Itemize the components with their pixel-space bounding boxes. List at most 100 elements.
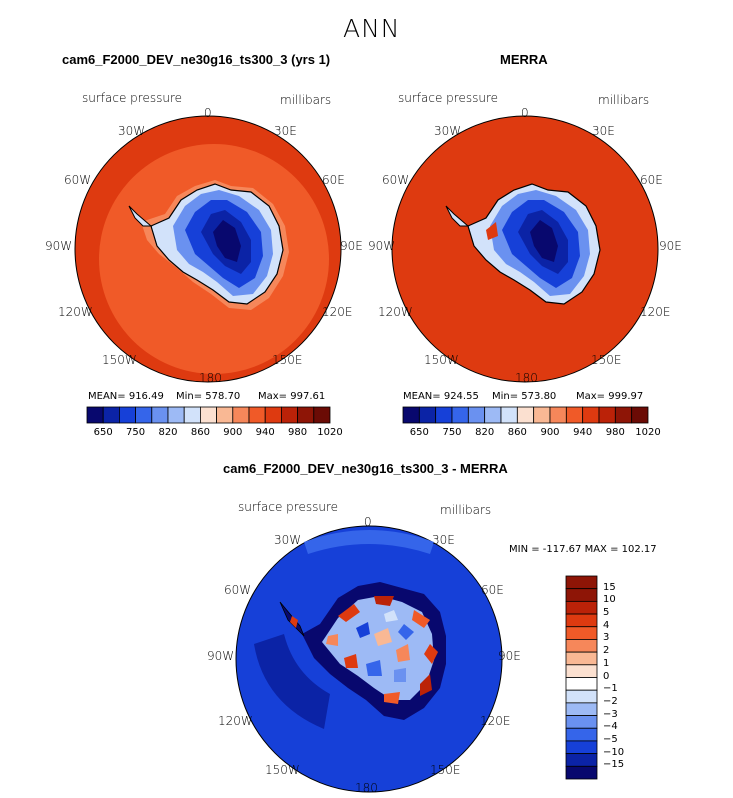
- panel3-diff-patches: [326, 596, 438, 704]
- colorbar-tick-label: 4: [603, 619, 610, 631]
- panel2-lon-150W: 150W: [424, 353, 459, 367]
- colorbar-tick-label: 900: [540, 427, 560, 438]
- panel1-max: Max= 997.61: [258, 391, 326, 402]
- panel1-lon-90W: 90W: [45, 239, 73, 253]
- panel2-lon-60E: 60E: [640, 173, 663, 187]
- panel2-map: [391, 115, 659, 383]
- panel1-lon-180: 180: [199, 371, 222, 385]
- colorbar-tick-label: 1: [603, 657, 610, 669]
- panel1-peninsula: [128, 205, 153, 227]
- panel3-peninsula-patch: [290, 616, 298, 628]
- colorbar-swatch: [565, 677, 598, 691]
- colorbar-swatch: [565, 715, 598, 729]
- panel1-region-core: [213, 220, 241, 262]
- panel3-variable-label: surface pressure: [238, 500, 338, 514]
- page-title: ANN: [343, 14, 401, 43]
- panel3-units-label: millibars: [440, 503, 492, 517]
- colorbar-swatch: [402, 406, 420, 424]
- panel3-map: [235, 525, 503, 793]
- panel1-min: Min= 578.70: [176, 391, 241, 402]
- colorbar-tick-label: 650: [409, 427, 429, 438]
- panel1-lon-30W: 30W: [118, 124, 146, 138]
- panel2-variable-label: surface pressure: [398, 91, 498, 105]
- panel1-lon-120E: 120E: [322, 305, 353, 319]
- panel3-lon-150E: 150E: [430, 763, 461, 777]
- colorbar-tick-label: 2: [603, 645, 610, 657]
- panel2-units-label: millibars: [598, 93, 650, 107]
- colorbar-tick-label: 860: [190, 427, 210, 438]
- panel2-max: Max= 999.97: [576, 391, 644, 402]
- colorbar-swatch: [565, 600, 598, 615]
- panel2-title: MERRA: [500, 52, 548, 67]
- colorbar-swatch: [631, 406, 649, 424]
- colorbar-tick-label: −4: [603, 721, 618, 733]
- panel2-lon-30W: 30W: [434, 124, 462, 138]
- colorbar-tick-label: 900: [223, 427, 243, 438]
- panel3-lon-60W: 60W: [224, 583, 252, 597]
- panel2-ross-shelf: [486, 222, 498, 240]
- panel2-colorbar: [402, 406, 649, 424]
- colorbar-swatch: [451, 406, 469, 424]
- panel2-mean: MEAN= 924.55: [403, 391, 479, 402]
- colorbar-tick-label: 980: [605, 427, 625, 438]
- panel2-lon-120E: 120E: [640, 305, 671, 319]
- colorbar-swatch: [216, 406, 234, 424]
- panel3-lon-60E: 60E: [481, 583, 504, 597]
- colorbar-tick-label: 860: [507, 427, 527, 438]
- colorbar-tick-label: 750: [442, 427, 462, 438]
- colorbar-swatch: [565, 702, 598, 716]
- colorbar-tick-label: 750: [126, 427, 146, 438]
- colorbar-swatch: [565, 406, 584, 424]
- colorbar-swatch: [582, 406, 600, 424]
- panel1-lon-150E: 150E: [272, 353, 303, 367]
- colorbar-tick-label: 820: [475, 427, 495, 438]
- colorbar-swatch: [565, 664, 598, 678]
- colorbar-tick-label: 980: [288, 427, 308, 438]
- panel1-lon-90E: 90E: [340, 239, 363, 253]
- colorbar-swatch: [297, 406, 315, 424]
- panel1-colorbar: [86, 406, 331, 424]
- colorbar-swatch: [549, 406, 567, 424]
- colorbar-swatch: [565, 626, 598, 640]
- colorbar-swatch: [232, 406, 250, 424]
- colorbar-swatch: [119, 406, 137, 424]
- panel1-lon-120W: 120W: [58, 305, 93, 319]
- colorbar-swatch: [565, 639, 598, 653]
- panel1-lon-0: 0: [204, 106, 212, 120]
- colorbar-tick-label: 3: [603, 632, 610, 644]
- colorbar-swatch: [565, 588, 598, 602]
- colorbar-swatch: [435, 406, 453, 424]
- colorbar-tick-label: −10: [603, 746, 625, 758]
- colorbar-swatch: [598, 406, 616, 424]
- panel2-lon-90W: 90W: [368, 239, 396, 253]
- panel3-lon-30E: 30E: [432, 533, 455, 547]
- colorbar-swatch: [500, 406, 518, 424]
- colorbar-swatch: [151, 406, 169, 424]
- panel1-mean: MEAN= 916.49: [88, 391, 164, 402]
- colorbar-swatch: [614, 406, 633, 424]
- colorbar-swatch: [565, 689, 598, 704]
- colorbar-tick-label: −1: [603, 683, 618, 695]
- panel3-ocean-light-band: [304, 530, 434, 554]
- colorbar-tick-label: −2: [603, 695, 618, 707]
- panel1-map: [74, 115, 342, 383]
- panel2-region-core: [530, 220, 558, 262]
- colorbar-tick-label: 820: [158, 427, 178, 438]
- colorbar-tick-label: 1020: [317, 427, 343, 438]
- colorbar-swatch: [280, 406, 298, 424]
- colorbar-tick-label: 1020: [635, 427, 661, 438]
- panel2-lon-30E: 30E: [592, 124, 615, 138]
- panel3-lon-90W: 90W: [207, 649, 235, 663]
- colorbar-swatch: [313, 406, 331, 424]
- colorbar-swatch: [565, 740, 598, 755]
- colorbar-swatch: [484, 406, 502, 424]
- panel3-lon-0: 0: [364, 515, 372, 529]
- panel3-minmax: MIN = -117.67 MAX = 102.17: [509, 544, 657, 555]
- panel3-title: cam6_F2000_DEV_ne30g16_ts300_3 - MERRA: [223, 461, 508, 476]
- panel1-title: cam6_F2000_DEV_ne30g16_ts300_3 (yrs 1): [62, 52, 331, 67]
- panel3-ocean-dark-region: [254, 634, 330, 729]
- panel3-lon-90E: 90E: [498, 649, 521, 663]
- colorbar-tick-label: −15: [603, 759, 625, 771]
- colorbar-tick-label: 940: [255, 427, 275, 438]
- colorbar-tick-label: −5: [603, 733, 618, 745]
